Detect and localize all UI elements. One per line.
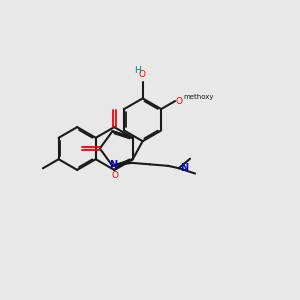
Text: O: O xyxy=(139,70,145,79)
Text: H: H xyxy=(134,66,141,75)
Text: methoxy: methoxy xyxy=(183,94,214,100)
Text: O: O xyxy=(176,97,183,106)
Text: N: N xyxy=(180,163,188,173)
Text: O: O xyxy=(111,171,118,180)
Text: N: N xyxy=(110,160,118,170)
